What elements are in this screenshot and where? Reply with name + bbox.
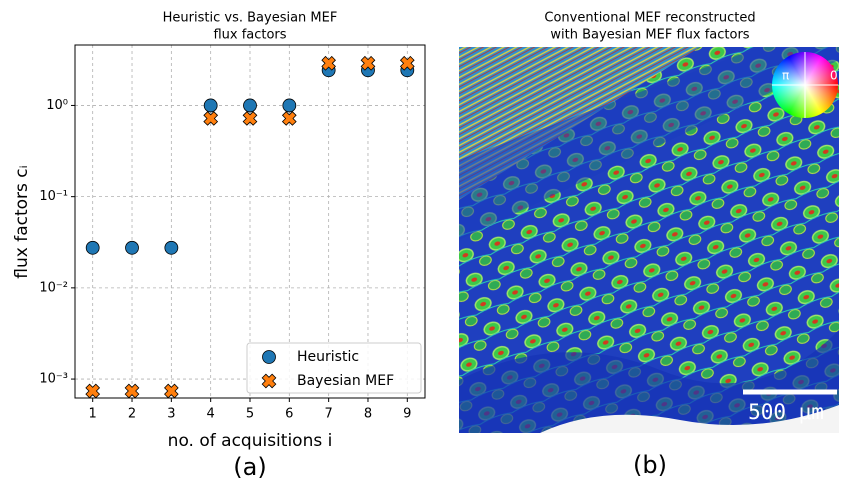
panel-label: (a): [233, 453, 266, 481]
point: [242, 111, 258, 126]
y-tick-label: 10⁻³: [39, 372, 68, 387]
micrograph: [459, 47, 839, 433]
image-title: Conventional MEF reconstructed: [544, 11, 755, 26]
legend-label: Heuristic: [297, 349, 359, 365]
image-title: with Bayesian MEF flux factors: [550, 28, 749, 43]
x-tick-label: 1: [89, 407, 97, 422]
point: [321, 55, 336, 71]
dark-band: [459, 47, 839, 240]
plot-frame: [74, 44, 426, 399]
legend-box: [246, 342, 422, 394]
legend-marker: [261, 373, 277, 389]
x-tick-label: 4: [207, 407, 215, 422]
y-axis-label: flux factors cᵢ: [12, 165, 32, 278]
x-tick-label: 9: [403, 407, 411, 422]
panel-label: (b): [633, 451, 667, 479]
y-tick-label: 10⁻²: [39, 280, 68, 295]
y-tick-label: 10⁻¹: [39, 189, 68, 204]
point: [85, 383, 101, 399]
point: [243, 98, 257, 113]
point: [125, 240, 139, 255]
point: [124, 383, 140, 399]
point: [164, 383, 179, 399]
lower-region: [459, 330, 839, 433]
wheel-label: 0: [830, 69, 838, 83]
y-tick-label: 10⁰: [46, 98, 68, 113]
x-tick-label: 6: [285, 407, 293, 422]
point: [281, 111, 297, 126]
x-tick-label: 2: [128, 407, 136, 422]
x-tick-label: 8: [364, 407, 372, 422]
wheel-label: π: [782, 69, 789, 83]
point: [203, 98, 218, 113]
point: [203, 111, 219, 126]
chart-title: Heuristic vs. Bayesian MEF: [163, 11, 338, 26]
x-tick-label: 7: [325, 407, 333, 422]
point: [85, 240, 100, 255]
x-tick-label: 5: [246, 407, 254, 422]
legend-label: Bayesian MEF: [297, 373, 394, 389]
point: [282, 98, 297, 113]
x-tick-label: 3: [167, 407, 175, 422]
legend-marker: [262, 350, 276, 364]
point: [399, 55, 415, 71]
background: [540, 405, 839, 433]
chart-title: flux factors: [213, 28, 286, 43]
point: [164, 240, 179, 255]
point: [360, 55, 376, 71]
x-axis-label: no. of acquisitions i: [168, 431, 333, 451]
scale-bar-label: 500 μm: [748, 400, 824, 424]
